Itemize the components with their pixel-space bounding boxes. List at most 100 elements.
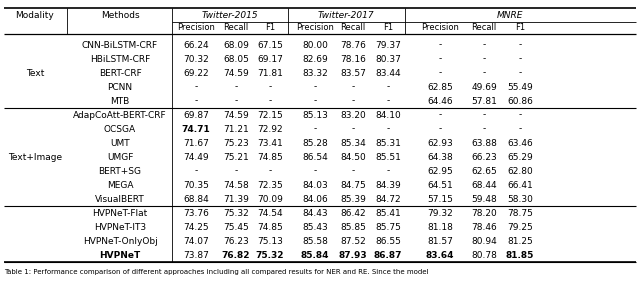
- Text: -: -: [387, 166, 390, 176]
- Text: Precision: Precision: [296, 22, 334, 32]
- Text: 84.03: 84.03: [302, 181, 328, 189]
- Text: 83.64: 83.64: [426, 250, 454, 260]
- Text: HVPNeT: HVPNeT: [99, 250, 141, 260]
- Text: 66.23: 66.23: [471, 153, 497, 162]
- Text: -: -: [438, 41, 442, 49]
- Text: Twitter-2017: Twitter-2017: [317, 11, 374, 20]
- Text: CNN-BiLSTM-CRF: CNN-BiLSTM-CRF: [82, 41, 158, 49]
- Text: 85.28: 85.28: [302, 139, 328, 147]
- Text: 66.24: 66.24: [183, 41, 209, 49]
- Text: 85.84: 85.84: [301, 250, 329, 260]
- Text: 74.07: 74.07: [183, 237, 209, 245]
- Text: BERT-CRF: BERT-CRF: [99, 68, 141, 78]
- Text: 73.87: 73.87: [183, 250, 209, 260]
- Text: 74.49: 74.49: [183, 153, 209, 162]
- Text: -: -: [483, 55, 486, 64]
- Text: 74.54: 74.54: [257, 208, 283, 218]
- Text: -: -: [351, 82, 355, 91]
- Text: Table 1: Performance comparison of different approaches including all compared r: Table 1: Performance comparison of diffe…: [4, 269, 429, 275]
- Text: HBiLSTM-CRF: HBiLSTM-CRF: [90, 55, 150, 64]
- Text: 57.15: 57.15: [427, 195, 453, 204]
- Text: 75.21: 75.21: [223, 153, 249, 162]
- Text: -: -: [483, 124, 486, 133]
- Text: -: -: [234, 82, 237, 91]
- Text: 78.76: 78.76: [340, 41, 366, 49]
- Text: 68.44: 68.44: [471, 181, 497, 189]
- Text: 85.31: 85.31: [375, 139, 401, 147]
- Text: 83.20: 83.20: [340, 110, 366, 120]
- Text: 85.13: 85.13: [302, 110, 328, 120]
- Text: 74.59: 74.59: [223, 110, 249, 120]
- Text: 74.85: 74.85: [257, 153, 283, 162]
- Text: 83.32: 83.32: [302, 68, 328, 78]
- Text: 78.16: 78.16: [340, 55, 366, 64]
- Text: 79.25: 79.25: [507, 222, 533, 231]
- Text: 63.88: 63.88: [471, 139, 497, 147]
- Text: -: -: [268, 97, 271, 105]
- Text: HVPNeT-Flat: HVPNeT-Flat: [92, 208, 148, 218]
- Text: 70.35: 70.35: [183, 181, 209, 189]
- Text: -: -: [351, 124, 355, 133]
- Text: Text+Image: Text+Image: [8, 153, 62, 162]
- Text: 72.35: 72.35: [257, 181, 283, 189]
- Text: -: -: [314, 124, 317, 133]
- Text: 85.75: 85.75: [375, 222, 401, 231]
- Text: BERT+SG: BERT+SG: [99, 166, 141, 176]
- Text: 83.44: 83.44: [375, 68, 401, 78]
- Text: 65.29: 65.29: [507, 153, 533, 162]
- Text: 68.84: 68.84: [183, 195, 209, 204]
- Text: 75.23: 75.23: [223, 139, 249, 147]
- Text: 80.00: 80.00: [302, 41, 328, 49]
- Text: Precision: Precision: [177, 22, 215, 32]
- Text: 80.78: 80.78: [471, 250, 497, 260]
- Text: 66.41: 66.41: [507, 181, 533, 189]
- Text: 84.43: 84.43: [302, 208, 328, 218]
- Text: OCSGA: OCSGA: [104, 124, 136, 133]
- Text: 58.30: 58.30: [507, 195, 533, 204]
- Text: Methods: Methods: [100, 11, 140, 20]
- Text: -: -: [387, 124, 390, 133]
- Text: 70.32: 70.32: [183, 55, 209, 64]
- Text: 75.13: 75.13: [257, 237, 283, 245]
- Text: 74.71: 74.71: [182, 124, 211, 133]
- Text: 69.22: 69.22: [183, 68, 209, 78]
- Text: -: -: [438, 124, 442, 133]
- Text: 64.38: 64.38: [427, 153, 453, 162]
- Text: Precision: Precision: [421, 22, 459, 32]
- Text: -: -: [234, 166, 237, 176]
- Text: -: -: [314, 166, 317, 176]
- Text: 75.45: 75.45: [223, 222, 249, 231]
- Text: -: -: [387, 82, 390, 91]
- Text: -: -: [518, 55, 522, 64]
- Text: 85.34: 85.34: [340, 139, 366, 147]
- Text: 86.55: 86.55: [375, 237, 401, 245]
- Text: 62.93: 62.93: [427, 139, 453, 147]
- Text: 78.20: 78.20: [471, 208, 497, 218]
- Text: -: -: [518, 41, 522, 49]
- Text: 87.52: 87.52: [340, 237, 366, 245]
- Text: 74.25: 74.25: [183, 222, 209, 231]
- Text: -: -: [268, 82, 271, 91]
- Text: 57.81: 57.81: [471, 97, 497, 105]
- Text: 79.32: 79.32: [427, 208, 453, 218]
- Text: MNRE: MNRE: [497, 11, 524, 20]
- Text: -: -: [438, 110, 442, 120]
- Text: 81.25: 81.25: [507, 237, 533, 245]
- Text: 62.85: 62.85: [427, 82, 453, 91]
- Text: 87.93: 87.93: [339, 250, 367, 260]
- Text: 81.85: 81.85: [506, 250, 534, 260]
- Text: Text: Text: [26, 68, 44, 78]
- Text: 79.37: 79.37: [375, 41, 401, 49]
- Text: -: -: [518, 68, 522, 78]
- Text: -: -: [387, 97, 390, 105]
- Text: 64.46: 64.46: [427, 97, 453, 105]
- Text: -: -: [195, 82, 198, 91]
- Text: 78.46: 78.46: [471, 222, 497, 231]
- Text: 62.95: 62.95: [427, 166, 453, 176]
- Text: 85.51: 85.51: [375, 153, 401, 162]
- Text: 85.39: 85.39: [340, 195, 366, 204]
- Text: 86.87: 86.87: [374, 250, 403, 260]
- Text: 84.39: 84.39: [375, 181, 401, 189]
- Text: 71.21: 71.21: [223, 124, 249, 133]
- Text: -: -: [234, 97, 237, 105]
